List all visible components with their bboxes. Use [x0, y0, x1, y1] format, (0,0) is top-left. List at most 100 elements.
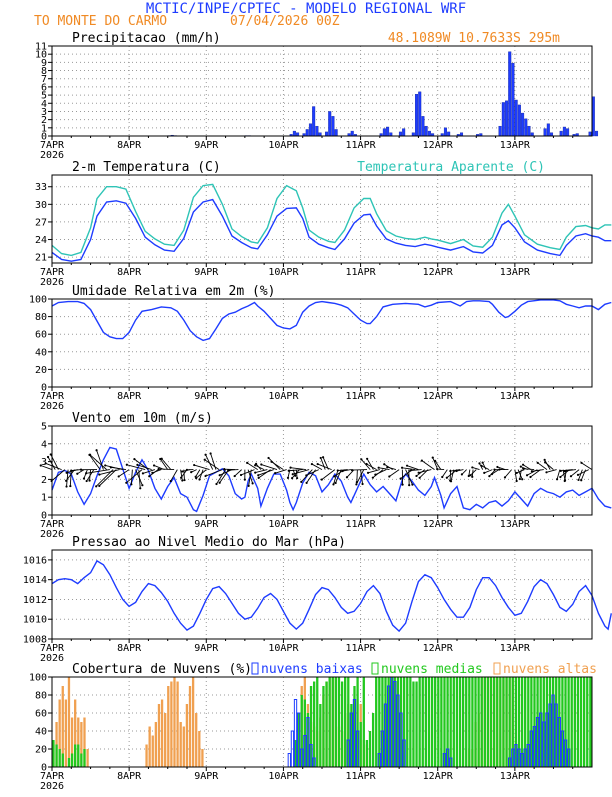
x-tick-label: 9APR [194, 391, 219, 402]
precip-bar [293, 131, 296, 136]
cloud-bar-green [481, 677, 483, 767]
wind-vector-head [360, 458, 362, 460]
wind-vector-head [170, 480, 172, 482]
wind-vector-head [446, 477, 448, 479]
precip-bar [518, 105, 521, 136]
x-tick-label: 12APR [423, 267, 454, 278]
panel-title: Umidade Relativa em 2m (%) [72, 284, 276, 299]
wind-vector-head [204, 459, 206, 461]
wind-vector-head [98, 485, 100, 487]
series-line-blue [52, 561, 611, 631]
cloud-bar-green [434, 677, 436, 767]
wind-vector-head [288, 470, 290, 472]
legend-apparent-temperature: Temperatura Aparente (C) [357, 160, 545, 175]
y-tick-label: 1016 [23, 555, 47, 566]
cloud-bar-green [335, 677, 337, 767]
wind-vector-head [341, 470, 343, 472]
y-tick-label: 2 [41, 475, 47, 486]
cloud-bar-green [344, 677, 346, 767]
cloud-bar-orange [164, 713, 166, 767]
cloud-bar-green [80, 754, 82, 768]
y-tick-label: 40 [35, 727, 47, 738]
cloud-bar-green [372, 713, 374, 767]
wind-vector-head [335, 482, 337, 484]
panel-frame [52, 550, 592, 639]
wind-vector [367, 459, 373, 470]
wind-vector-head [83, 477, 85, 479]
cloud-bar-green [369, 731, 371, 767]
wind-vector-head [366, 458, 368, 460]
header-location: TO MONTE DO CARMO [34, 14, 167, 29]
x-tick-label: 10APR [268, 140, 299, 151]
wind-vector-head [292, 473, 294, 475]
cloud-bar-green [425, 677, 427, 767]
wind-vector-head [104, 464, 106, 466]
x-year-label: 2026 [40, 150, 64, 161]
wind-vector-head [322, 456, 324, 458]
wind-vector-head [488, 475, 490, 477]
wind-vector-head [372, 477, 374, 479]
wind-vector-head [317, 463, 319, 465]
cloud-bar-orange [161, 700, 163, 768]
wind-vector-head [522, 468, 524, 470]
panel-title: Pressao ao Nivel Medio do Mar (hPa) [72, 535, 346, 550]
wind-vector-head [158, 468, 160, 470]
cloud-bar-green [74, 745, 76, 768]
wind-vector-head [480, 465, 482, 467]
wind-vector-head [455, 470, 457, 472]
x-year-label: 2026 [40, 401, 64, 412]
wind-vector-head [471, 466, 473, 468]
wind-vector-head [519, 478, 521, 480]
cloud-bar-green [459, 677, 461, 767]
x-tick-label: 8APR [117, 519, 142, 530]
cloud-bar-green [332, 677, 334, 767]
wind-vector-head [529, 476, 531, 478]
wind-vector-head [126, 464, 128, 466]
wind-vector-head [88, 479, 90, 481]
wind-vector-head [246, 462, 248, 464]
wind-vector-head [478, 462, 480, 464]
wind-vector-head [69, 485, 71, 487]
cloud-bar-green [586, 677, 588, 767]
cloud-bar-orange [86, 749, 88, 767]
precip-bar [525, 119, 528, 136]
cloud-bar-green [329, 677, 331, 767]
wind-vector-head [141, 484, 143, 486]
wind-vector-head [223, 468, 225, 470]
cloud-bar-green [456, 677, 458, 767]
x-tick-label: 8APR [117, 140, 142, 151]
cloud-bar-green [589, 677, 591, 767]
cloud-bar-green [325, 682, 327, 768]
cloud-bar-orange [170, 682, 172, 768]
wind-vector-head [270, 461, 272, 463]
cloud-bar-green [55, 745, 57, 768]
precip-bar [309, 124, 312, 136]
cloud-bar-green [62, 754, 64, 768]
x-year-label: 2026 [40, 781, 64, 792]
x-year-label: 2026 [40, 653, 64, 664]
wind-vector [258, 470, 274, 476]
cloud-bar-green [465, 677, 467, 767]
wind-vector-head [89, 454, 91, 456]
wind-vector-head [291, 477, 293, 479]
wind-vector-head [516, 472, 518, 474]
wind-vector-head [409, 469, 411, 471]
x-tick-label: 9APR [194, 267, 219, 278]
wind-vector-head [556, 478, 558, 480]
cloud-bar-orange [176, 682, 178, 768]
cloud-bar-green [471, 677, 473, 767]
wind-vector [159, 469, 174, 470]
wind-vector-head [401, 467, 403, 469]
cloud-bar-orange [198, 731, 200, 767]
precip-bar [332, 116, 335, 136]
header-run: 07/04/2026 00Z [230, 14, 340, 29]
cloud-bar-green [77, 745, 79, 768]
wind-vector-head [181, 479, 183, 481]
y-tick-label: 4 [41, 439, 47, 450]
wind-vector-head [148, 475, 150, 477]
precip-bar [566, 129, 569, 136]
y-tick-label: 40 [35, 347, 47, 358]
wind-vector-head [95, 485, 97, 487]
wind-vector [52, 470, 65, 481]
